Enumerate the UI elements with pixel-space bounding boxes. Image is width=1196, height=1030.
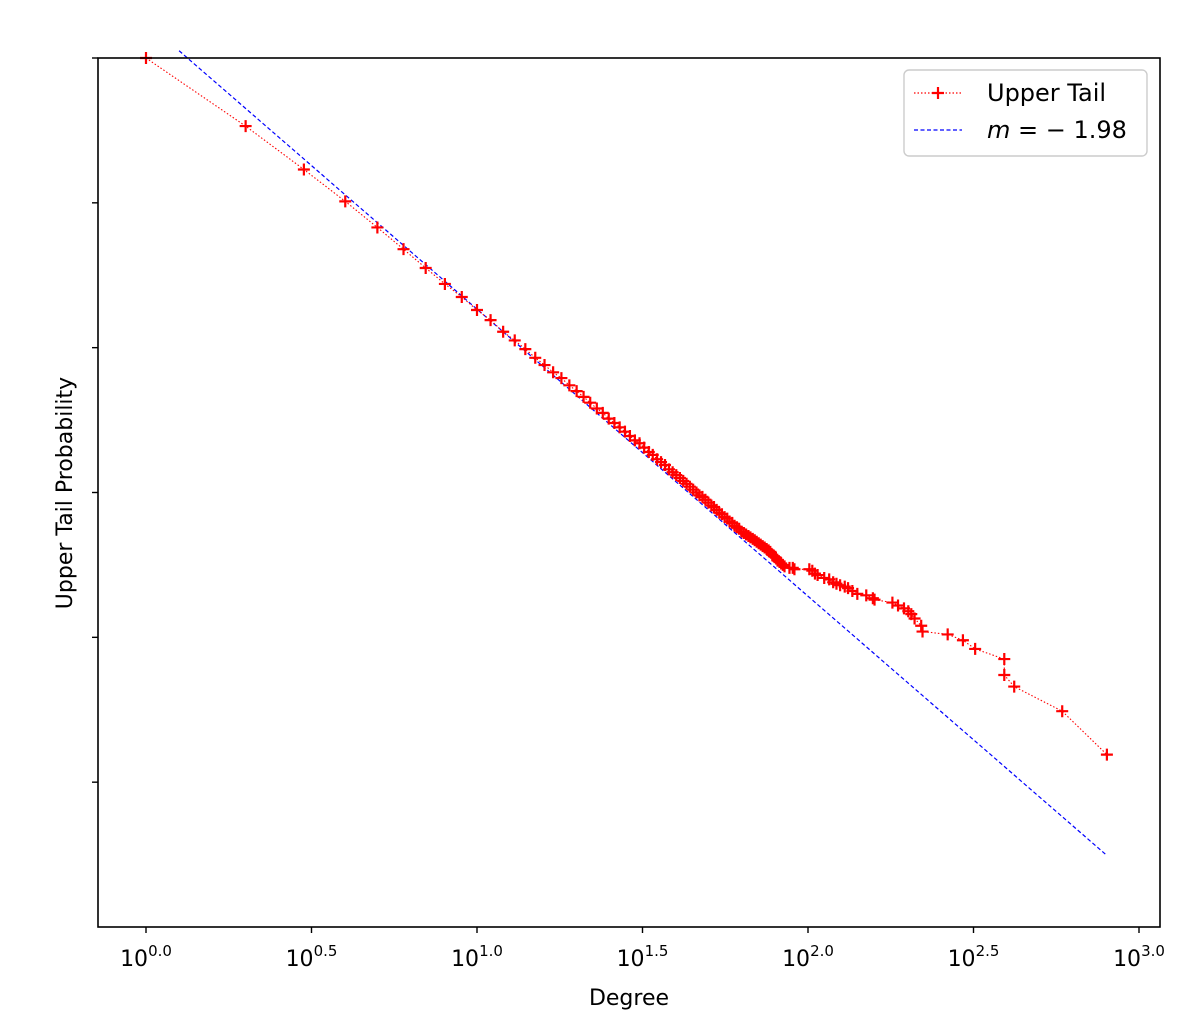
upper-tail-point bbox=[339, 195, 352, 208]
upper-tail-point bbox=[908, 612, 921, 625]
x-tick-label: 102.5 bbox=[948, 942, 1000, 972]
x-tick-label: 100.0 bbox=[120, 942, 172, 972]
upper-tail-point bbox=[570, 385, 583, 398]
x-tick-base: 10 bbox=[286, 947, 314, 972]
x-tick-base: 10 bbox=[948, 947, 976, 972]
upper-tail-point bbox=[519, 343, 532, 356]
upper-tail-point bbox=[788, 563, 801, 576]
legend: Upper Tail m = − 1.98 bbox=[903, 69, 1148, 157]
x-tick-label: 101.0 bbox=[451, 942, 503, 972]
upper-tail-point bbox=[776, 558, 789, 571]
x-tick-base: 10 bbox=[617, 947, 645, 972]
upper-tail-point bbox=[866, 592, 879, 605]
x-tick-base: 10 bbox=[1113, 947, 1141, 972]
upper-tail-point bbox=[811, 569, 824, 582]
upper-tail-point bbox=[915, 619, 928, 632]
upper-tail-point bbox=[808, 567, 821, 580]
upper-tail-point bbox=[868, 593, 881, 606]
upper-tail-point bbox=[707, 500, 720, 513]
upper-tail-point bbox=[563, 379, 576, 392]
upper-tail-point bbox=[484, 314, 497, 327]
y-axis-label: Upper Tail Probability bbox=[53, 377, 78, 609]
x-tick-exponent: 0.5 bbox=[314, 942, 338, 960]
upper-tail-point bbox=[371, 221, 384, 234]
upper-tail-point bbox=[419, 262, 432, 275]
upper-tail-point bbox=[508, 334, 521, 347]
upper-tail-point bbox=[998, 668, 1011, 681]
x-tick-exponent: 0.0 bbox=[148, 942, 172, 960]
upper-tail-point bbox=[998, 653, 1011, 666]
x-tick-label: 101.5 bbox=[617, 942, 669, 972]
upper-tail-point bbox=[239, 120, 252, 133]
upper-tail-point bbox=[584, 396, 597, 409]
upper-tail-point bbox=[851, 587, 864, 600]
upper-tail-point bbox=[538, 359, 551, 372]
upper-tail-point bbox=[886, 596, 899, 609]
upper-tail-point bbox=[892, 599, 905, 612]
upper-tail-point bbox=[916, 625, 929, 638]
x-tick-exponent: 1.5 bbox=[645, 942, 669, 960]
upper-tail-point bbox=[1056, 705, 1069, 718]
x-axis-label: Degree bbox=[589, 986, 669, 1011]
upper-tail-point bbox=[577, 390, 590, 403]
legend-upper-tail-marker bbox=[932, 87, 944, 99]
x-tick-label: 102.0 bbox=[782, 942, 834, 972]
legend-fit-label-rest: = − 1.98 bbox=[1010, 116, 1127, 144]
upper-tail-point bbox=[941, 628, 954, 641]
x-tick-base: 10 bbox=[120, 947, 148, 972]
x-tick-exponent: 1.0 bbox=[479, 942, 503, 960]
x-tick-base: 10 bbox=[782, 947, 810, 972]
upper-tail-point bbox=[1100, 748, 1113, 761]
upper-tail-point bbox=[397, 243, 410, 256]
upper-tail-point bbox=[555, 372, 568, 385]
upper-tail-point bbox=[596, 406, 609, 419]
legend-upper-tail-label: Upper Tail bbox=[987, 79, 1106, 107]
upper-tail-point bbox=[860, 589, 873, 602]
legend-fit-label-m: m bbox=[987, 116, 1010, 144]
x-tick-exponent: 2.0 bbox=[810, 942, 834, 960]
upper-tail-point bbox=[455, 290, 468, 303]
upper-tail-point bbox=[529, 351, 542, 364]
x-tick-exponent: 2.5 bbox=[976, 942, 1000, 960]
upper-tail-point bbox=[438, 277, 451, 290]
upper-tail-point bbox=[786, 561, 799, 574]
x-tick-label: 103.0 bbox=[1113, 942, 1165, 972]
x-tick-label: 100.5 bbox=[286, 942, 338, 972]
upper-tail-point bbox=[297, 163, 310, 176]
legend-fit-label: m = − 1.98 bbox=[987, 116, 1127, 144]
x-axis-ticks: 100.0 100.5 101.0 101.5 102.0 102.5 103.0 bbox=[120, 927, 1165, 972]
x-tick-exponent: 3.0 bbox=[1141, 942, 1165, 960]
upper-tail-point bbox=[956, 634, 969, 647]
legend-box bbox=[903, 69, 1148, 157]
fit-line bbox=[178, 50, 1107, 856]
upper-tail-point bbox=[969, 642, 982, 655]
upper-tail-point bbox=[1008, 680, 1021, 693]
upper-tail-point bbox=[547, 366, 560, 379]
x-tick-base: 10 bbox=[451, 947, 479, 972]
series-layer bbox=[140, 50, 1113, 856]
y-axis-ticks bbox=[92, 57, 98, 783]
upper-tail-point bbox=[497, 325, 510, 338]
upper-tail-point bbox=[471, 304, 483, 317]
